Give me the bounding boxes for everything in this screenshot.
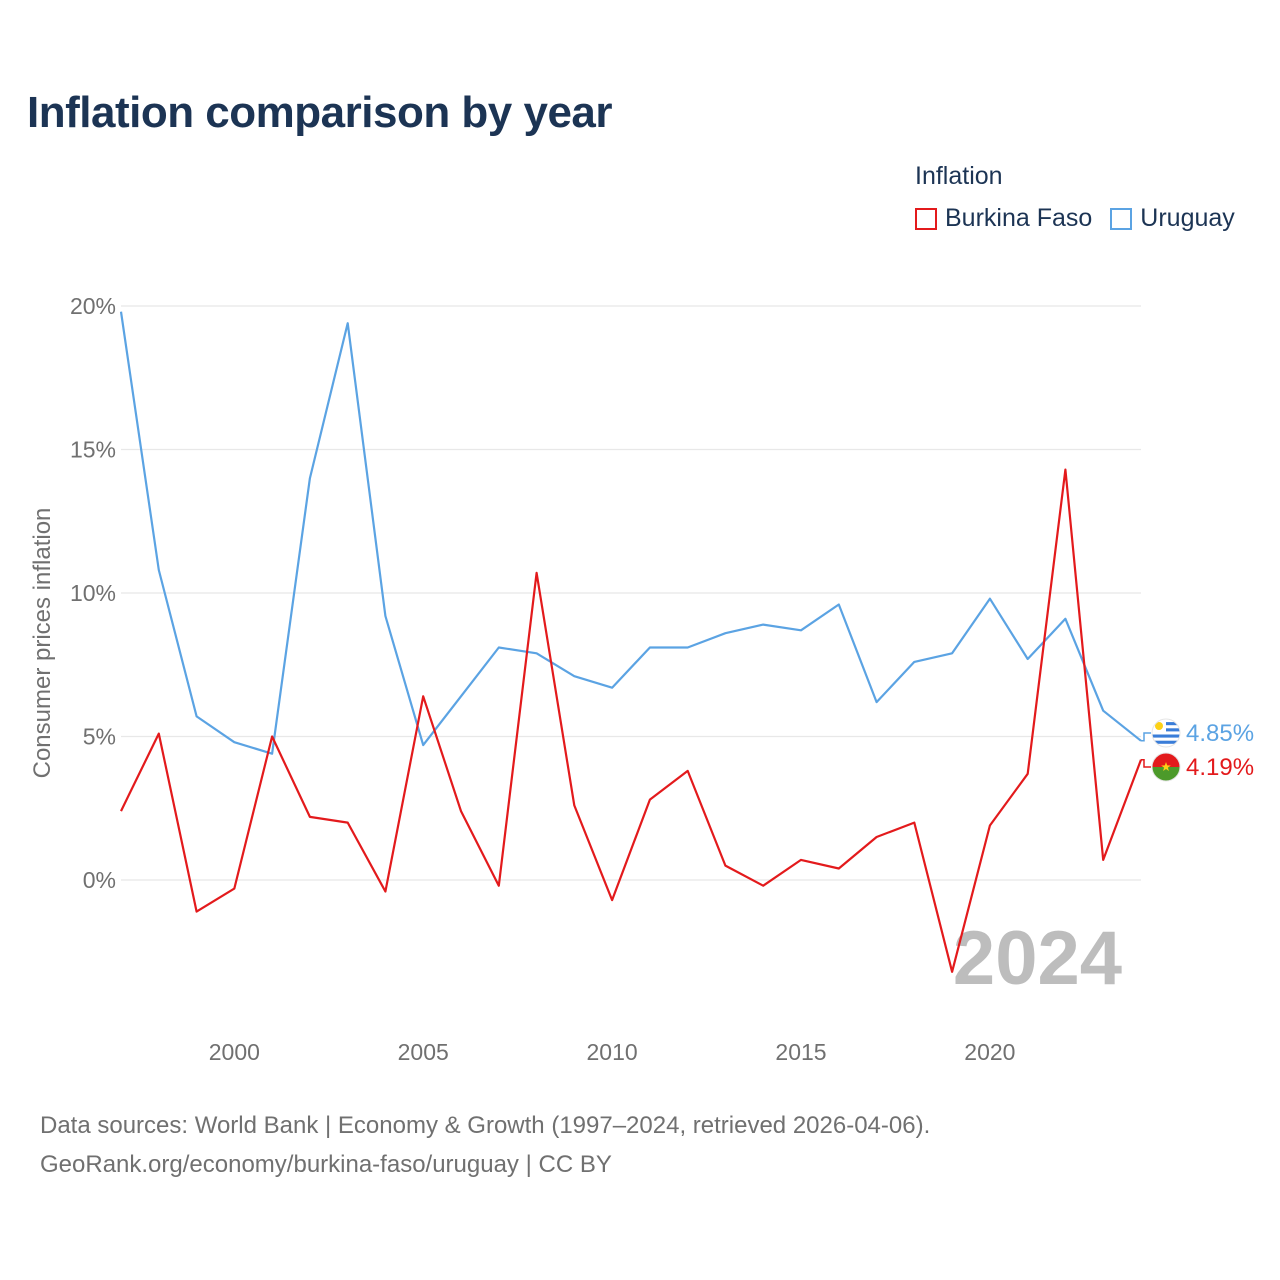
legend-title: Inflation (915, 162, 1003, 190)
end-labels: 4.19% 4.85% (1141, 718, 1254, 782)
burkina-faso-flag-icon (1151, 752, 1181, 782)
source-note: Data sources: World Bank | Economy & Gro… (40, 1106, 930, 1184)
end-connector (1141, 732, 1151, 742)
x-tick-label: 2010 (587, 1039, 638, 1065)
current-year-label: 2024 (953, 916, 1122, 1001)
y-tick-label: 0% (83, 867, 116, 893)
legend-swatch-burkina-faso (915, 207, 937, 230)
y-tick-label: 5% (83, 724, 116, 750)
x-tick-label: 2000 (209, 1039, 260, 1065)
legend-item-burkina-faso[interactable]: Burkina Faso (915, 204, 1092, 233)
series-group (119, 311, 1143, 973)
y-axis-ticks: 0% 5% 10% 15% 20% (70, 293, 116, 893)
uruguay-flag-icon (1151, 718, 1181, 748)
x-tick-label: 2015 (775, 1039, 826, 1065)
end-label-uruguay: 4.85% (1186, 720, 1254, 747)
source-line-1: Data sources: World Bank | Economy & Gro… (40, 1112, 931, 1139)
end-connector (1141, 758, 1151, 768)
grid (121, 305, 1141, 881)
legend: Burkina Faso Uruguay (915, 204, 1253, 233)
series-line-burkina-faso[interactable] (120, 468, 1143, 973)
chart-title: Inflation comparison by year (27, 88, 613, 137)
y-tick-label: 10% (70, 580, 116, 606)
y-tick-label: 15% (70, 437, 116, 463)
x-axis-ticks: 2000 2005 2010 2015 2020 (209, 1039, 1016, 1065)
x-tick-label: 2005 (398, 1039, 449, 1065)
series-line-uruguay[interactable] (119, 311, 1142, 755)
x-tick-label: 2020 (964, 1039, 1015, 1065)
legend-swatch-uruguay (1110, 207, 1133, 230)
y-tick-label: 20% (70, 293, 116, 319)
legend-label-uruguay: Uruguay (1140, 204, 1235, 232)
end-label-burkina-faso: 4.19% (1186, 754, 1254, 781)
legend-label-burkina-faso: Burkina Faso (945, 204, 1093, 232)
y-axis-label: Consumer prices inflation (29, 508, 56, 779)
legend-item-uruguay[interactable]: Uruguay (1110, 204, 1235, 233)
source-line-2: GeoRank.org/economy/burkina-faso/uruguay… (40, 1151, 612, 1178)
